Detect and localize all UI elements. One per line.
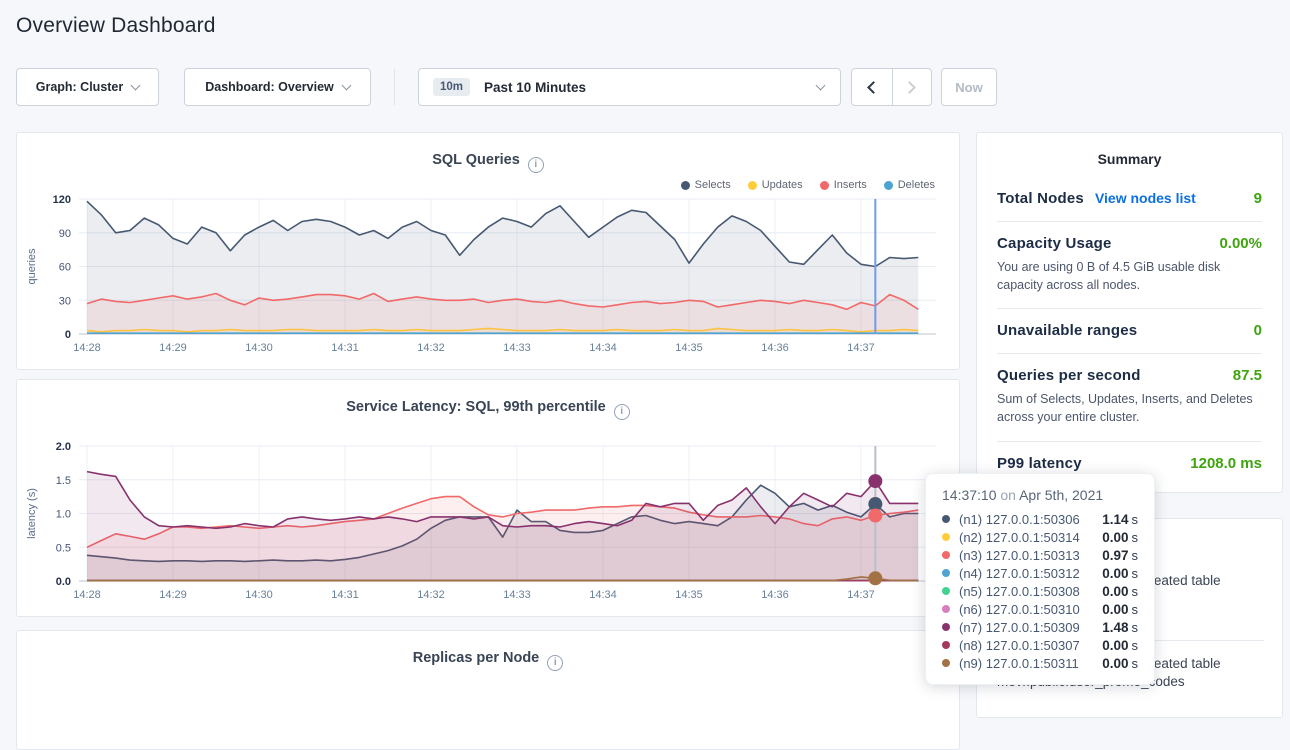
- series-dot-icon: [942, 605, 950, 613]
- svg-text:60: 60: [59, 262, 71, 274]
- summary-row-title: Unavailable ranges: [997, 322, 1137, 339]
- summary-row-title: Total Nodes: [997, 190, 1084, 207]
- series-dot-icon: [942, 533, 950, 541]
- svg-text:2.0: 2.0: [56, 441, 71, 453]
- dashboard-dropdown[interactable]: Dashboard: Overview: [184, 68, 371, 106]
- svg-text:0: 0: [65, 329, 71, 341]
- svg-text:0.5: 0.5: [56, 542, 71, 554]
- graph-dropdown-label: Graph: Cluster: [36, 80, 124, 94]
- graph-dropdown[interactable]: Graph: Cluster: [16, 68, 159, 106]
- svg-text:14:31: 14:31: [331, 342, 359, 354]
- svg-text:14:29: 14:29: [159, 589, 187, 601]
- svg-text:14:36: 14:36: [761, 342, 789, 354]
- service-latency-chart[interactable]: 14:28 14:29 14:30 14:31 14:32 14:33 14:34 14:35…: [17, 380, 959, 616]
- summary-row-title: Queries per second: [997, 367, 1141, 384]
- svg-text:14:37: 14:37: [847, 589, 875, 601]
- dashboard-dropdown-label: Dashboard: Overview: [205, 80, 334, 94]
- now-button[interactable]: Now: [941, 68, 997, 106]
- svg-text:latency (s): latency (s): [26, 488, 38, 539]
- step-back-button[interactable]: [852, 69, 892, 105]
- svg-text:14:33: 14:33: [503, 342, 531, 354]
- svg-text:14:34: 14:34: [589, 589, 617, 601]
- summary-row-title: Capacity Usage: [997, 235, 1112, 252]
- step-forward-button[interactable]: [892, 69, 932, 105]
- summary-row-value: 0: [1254, 322, 1262, 339]
- series-dot-icon: [942, 587, 950, 595]
- controls-bar: Graph: Cluster Dashboard: Overview 10m P…: [16, 68, 1274, 106]
- time-range-dropdown[interactable]: 10m Past 10 Minutes: [418, 68, 841, 106]
- svg-text:14:28: 14:28: [73, 589, 101, 601]
- summary-row-value: 9: [1254, 190, 1262, 207]
- svg-text:14:34: 14:34: [589, 342, 617, 354]
- time-step-buttons: [851, 68, 932, 106]
- series-dot-icon: [942, 659, 950, 667]
- time-window-label: Past 10 Minutes: [484, 80, 586, 95]
- svg-text:90: 90: [59, 228, 71, 240]
- svg-text:1.0: 1.0: [56, 509, 71, 521]
- series-dot-icon: [942, 569, 950, 577]
- svg-text:120: 120: [53, 194, 71, 206]
- svg-text:14:30: 14:30: [245, 342, 273, 354]
- chevron-down-icon: [131, 80, 141, 90]
- summary-row-value: 1208.0 ms: [1190, 455, 1262, 472]
- summary-row-capacity: Capacity Usage 0.00% You are using 0 B o…: [997, 222, 1262, 309]
- series-dot-icon: [942, 623, 950, 631]
- svg-text:1.5: 1.5: [56, 475, 71, 487]
- svg-text:14:35: 14:35: [675, 342, 703, 354]
- chevron-down-icon: [341, 80, 351, 90]
- chevron-right-icon: [903, 81, 916, 94]
- summary-heading: Summary: [997, 147, 1262, 177]
- svg-text:14:29: 14:29: [159, 342, 187, 354]
- tooltip-timestamp: 14:37:10 on Apr 5th, 2021: [942, 487, 1138, 503]
- summary-row-title: P99 latency: [997, 455, 1082, 472]
- time-window-badge: 10m: [433, 78, 470, 96]
- svg-text:14:32: 14:32: [417, 342, 445, 354]
- series-dot-icon: [942, 515, 950, 523]
- svg-text:14:31: 14:31: [331, 589, 359, 601]
- summary-row-description: You are using 0 B of 4.5 GiB usable disk…: [997, 258, 1262, 294]
- svg-text:14:35: 14:35: [675, 589, 703, 601]
- view-nodes-list-link[interactable]: View nodes list: [1095, 190, 1196, 206]
- svg-text:14:28: 14:28: [73, 342, 101, 354]
- summary-panel: Summary Total Nodes View nodes list 9 Ca…: [976, 132, 1283, 493]
- info-icon[interactable]: i: [547, 655, 563, 671]
- svg-text:0.0: 0.0: [56, 576, 71, 588]
- chevron-left-icon: [867, 81, 880, 94]
- series-dot-icon: [942, 641, 950, 649]
- summary-row-value: 87.5: [1233, 367, 1262, 384]
- svg-text:14:37: 14:37: [847, 342, 875, 354]
- summary-row-description: Sum of Selects, Updates, Inserts, and De…: [997, 390, 1262, 426]
- svg-text:queries: queries: [26, 248, 38, 285]
- svg-text:14:36: 14:36: [761, 589, 789, 601]
- summary-row-value: 0.00%: [1219, 235, 1262, 252]
- svg-text:14:30: 14:30: [245, 589, 273, 601]
- series-dot-icon: [942, 551, 950, 559]
- page-title: Overview Dashboard: [16, 14, 216, 38]
- svg-text:14:32: 14:32: [417, 589, 445, 601]
- sql-queries-chart[interactable]: 14:28 14:29 14:30 14:31 14:32 14:33 14:34 14:35…: [17, 133, 959, 369]
- svg-text:30: 30: [59, 295, 71, 307]
- controls-divider: [394, 69, 395, 105]
- summary-row-total-nodes: Total Nodes View nodes list 9: [997, 177, 1262, 222]
- summary-row-unavailable-ranges: Unavailable ranges 0: [997, 309, 1262, 354]
- chevron-down-icon: [816, 80, 826, 90]
- svg-text:14:33: 14:33: [503, 589, 531, 601]
- summary-row-qps: Queries per second 87.5 Sum of Selects, …: [997, 354, 1262, 441]
- chart-tooltip: 14:37:10 on Apr 5th, 2021 (n1) 127.0.0.1…: [925, 473, 1155, 685]
